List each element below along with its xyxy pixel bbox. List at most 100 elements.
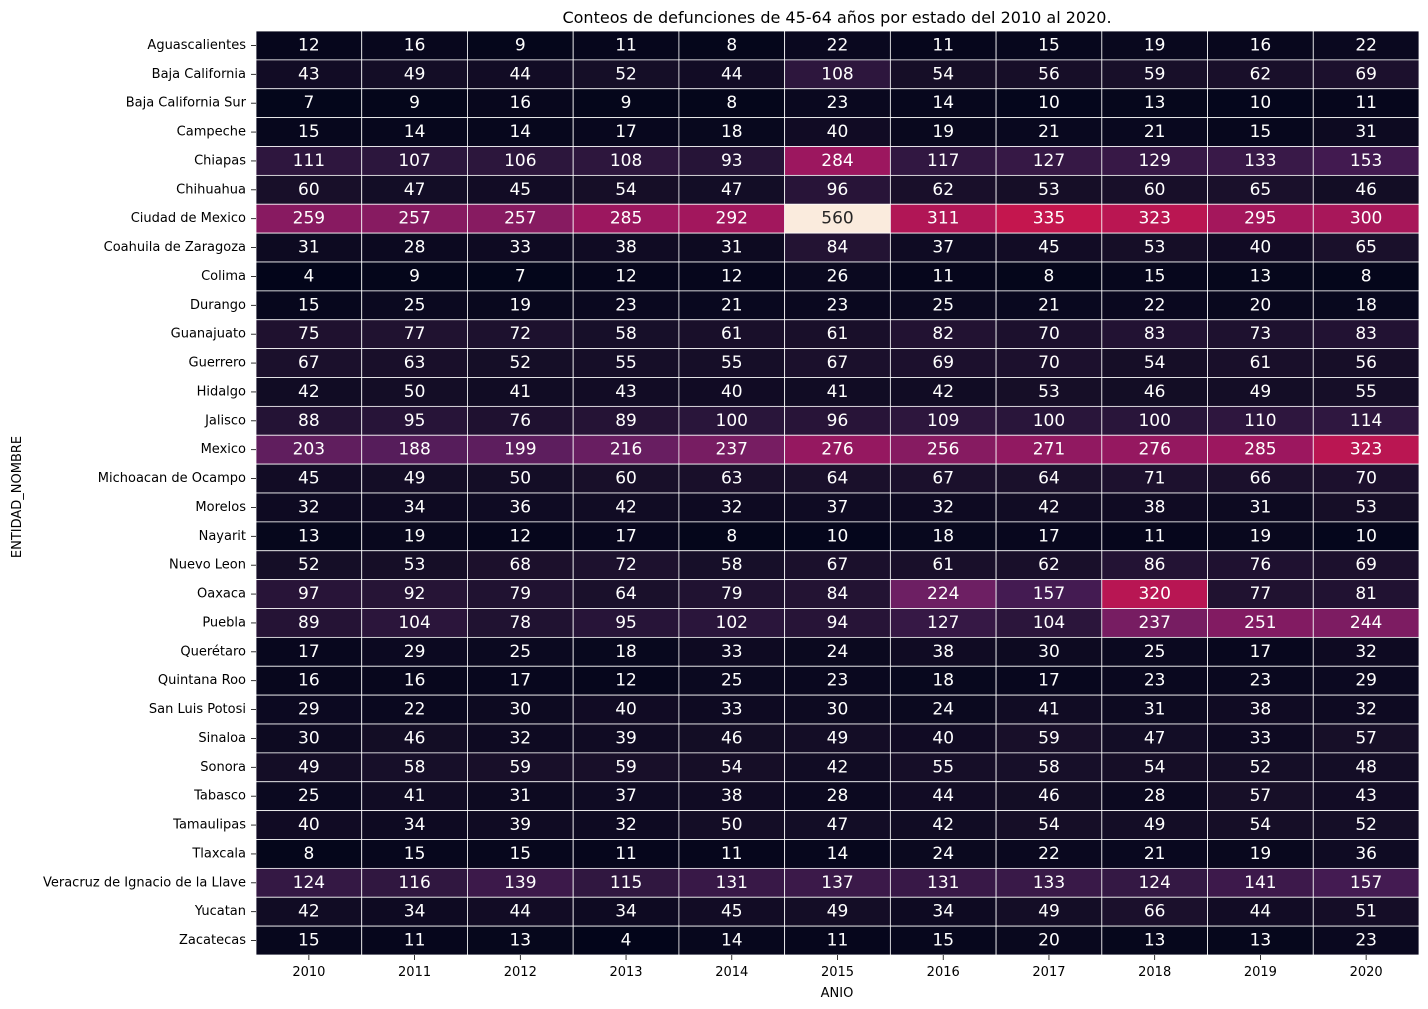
cell-value-label: 56 xyxy=(1355,353,1377,373)
heatmap-cell xyxy=(1312,348,1420,378)
cell-value-label: 10 xyxy=(1038,93,1060,113)
heatmap-cell xyxy=(784,290,891,321)
heatmap-cell xyxy=(784,261,891,292)
cell-value-label: 69 xyxy=(1355,555,1377,575)
cell-value-label: 9 xyxy=(515,35,526,55)
cell-value-label: 52 xyxy=(1250,757,1272,777)
cell-value-label: 15 xyxy=(1038,35,1060,55)
cell-value-label: 32 xyxy=(509,728,531,748)
cell-value-label: 23 xyxy=(1144,671,1166,691)
cell-value-label: 36 xyxy=(509,497,531,517)
heatmap-cell xyxy=(1207,117,1314,147)
cell-value-label: 37 xyxy=(827,497,849,517)
y-tick-label: Ciudad de Mexico xyxy=(131,211,246,226)
cell-value-label: 75 xyxy=(298,324,320,344)
cell-value-label: 76 xyxy=(1250,555,1272,575)
cell-value-label: 323 xyxy=(1138,209,1170,229)
cell-value-label: 42 xyxy=(615,497,637,517)
heatmap-cell xyxy=(1312,261,1420,292)
heatmap-cell xyxy=(572,290,680,321)
cell-value-label: 60 xyxy=(615,469,637,489)
cell-value-label: 10 xyxy=(827,526,849,546)
cell-value-label: 21 xyxy=(1144,844,1166,864)
heatmap-cell xyxy=(361,377,468,407)
cell-value-label: 70 xyxy=(1038,324,1060,344)
heatmap-cell xyxy=(255,290,363,321)
cell-value-label: 47 xyxy=(404,180,426,200)
heatmap-cell xyxy=(1207,232,1314,263)
heatmap-cell xyxy=(1101,550,1208,581)
heatmap-cell xyxy=(784,925,891,956)
cell-value-label: 21 xyxy=(1038,122,1060,142)
heatmap-cell xyxy=(1101,810,1208,840)
y-tick-label: Hidalgo xyxy=(197,384,246,399)
heatmap-cell xyxy=(1207,59,1314,90)
heatmap-cell xyxy=(361,203,468,234)
cell-value-label: 63 xyxy=(404,353,426,373)
cell-value-label: 256 xyxy=(927,440,959,460)
cell-value-label: 33 xyxy=(721,642,743,662)
heatmap-cell xyxy=(1312,810,1420,840)
y-tick-label: Oaxaca xyxy=(197,587,246,602)
heatmap-cell xyxy=(467,203,574,234)
cell-value-label: 32 xyxy=(1355,642,1377,662)
cell-value-label: 89 xyxy=(615,411,637,431)
heatmap-cell xyxy=(784,59,891,90)
heatmap-cell xyxy=(572,867,680,898)
heatmap-cell xyxy=(995,550,1103,581)
heatmap-cell xyxy=(995,925,1103,956)
heatmap-cell xyxy=(255,492,363,523)
x-axis-label: ANIO xyxy=(821,986,854,1001)
heatmap-cell xyxy=(889,665,997,696)
heatmap-cell xyxy=(889,405,997,436)
heatmap-cell xyxy=(889,867,997,898)
cell-value-label: 83 xyxy=(1355,324,1377,344)
cell-value-label: 11 xyxy=(615,844,637,864)
y-tick-label: Baja California xyxy=(152,67,246,82)
heatmap-cell xyxy=(467,59,574,90)
heatmap-cell xyxy=(1101,636,1208,667)
cell-value-label: 50 xyxy=(721,815,743,835)
x-tick-label: 2013 xyxy=(609,965,642,980)
cell-value-label: 22 xyxy=(1144,295,1166,315)
cell-value-label: 23 xyxy=(1250,671,1272,691)
cell-value-label: 11 xyxy=(615,35,637,55)
heatmap-cell xyxy=(361,348,468,378)
cell-value-label: 44 xyxy=(509,64,531,84)
cell-value-label: 8 xyxy=(726,526,737,546)
heatmap-cell xyxy=(572,925,680,956)
heatmap-cell xyxy=(255,867,363,898)
cell-value-label: 19 xyxy=(1250,526,1272,546)
heatmap-cell xyxy=(995,405,1103,436)
heatmap-cell xyxy=(255,550,363,581)
heatmap-cell xyxy=(784,88,891,119)
heatmap-cell xyxy=(255,723,363,754)
cell-value-label: 28 xyxy=(1144,786,1166,806)
cell-value-label: 49 xyxy=(1144,815,1166,835)
heatmap-cell xyxy=(1101,59,1208,90)
cell-value-label: 95 xyxy=(615,613,637,633)
cell-value-label: 9 xyxy=(409,93,420,113)
cell-value-label: 133 xyxy=(1033,873,1065,893)
heatmap-cell xyxy=(678,665,786,696)
cell-value-label: 42 xyxy=(932,815,954,835)
heatmap-cell xyxy=(467,665,574,696)
cell-value-label: 61 xyxy=(827,324,849,344)
cell-value-label: 285 xyxy=(1244,440,1276,460)
cell-value-label: 31 xyxy=(298,238,320,258)
heatmap-cell xyxy=(1207,377,1314,407)
heatmap-cell xyxy=(1207,781,1314,812)
heatmap-cell xyxy=(995,290,1103,321)
heatmap-cell xyxy=(784,232,891,263)
heatmap-cell xyxy=(1101,319,1208,350)
heatmap-cell xyxy=(784,146,891,176)
cell-value-label: 54 xyxy=(615,180,637,200)
cell-value-label: 78 xyxy=(509,613,531,633)
cell-value-label: 37 xyxy=(932,238,954,258)
cell-value-label: 25 xyxy=(298,786,320,806)
heatmap-cell xyxy=(572,521,680,552)
cell-value-label: 55 xyxy=(721,353,743,373)
cell-value-label: 81 xyxy=(1355,584,1377,604)
heatmap-cell xyxy=(889,59,997,90)
heatmap-cell xyxy=(255,463,363,494)
